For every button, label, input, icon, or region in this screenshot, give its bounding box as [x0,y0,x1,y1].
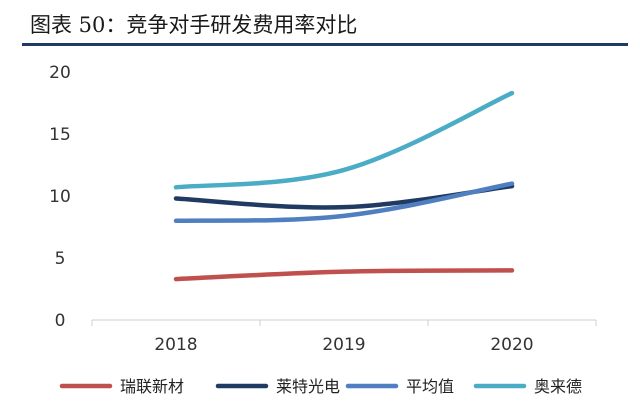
legend-item: 莱特光电 [215,377,340,396]
y-tick-label: 20 [49,63,71,83]
series-line-奥来德 [173,90,515,190]
legend-label: 奥来德 [534,377,582,396]
legend-label: 瑞联新材 [120,377,184,396]
axes: 0 5 10 15 20 2018 2019 2020 [49,63,597,355]
y-tick-label: 0 [55,311,66,331]
title-underline [22,43,628,46]
x-tick-label: 2018 [154,335,197,355]
chart-title: 图表 50：竞争对手研发费用率对比 [30,13,358,37]
legend-item: 瑞联新材 [59,377,184,396]
y-tick-label: 5 [55,249,66,269]
legend-label: 平均值 [406,377,454,396]
x-tick-label: 2020 [490,335,533,355]
y-tick-label: 15 [49,125,71,145]
legend: 瑞联新材 莱特光电 平均值 奥来德 [59,377,582,396]
legend-label: 莱特光电 [276,377,340,396]
legend-item: 平均值 [345,377,454,396]
series-layer [173,90,515,282]
legend-item: 奥来德 [473,377,582,396]
chart-header: 图表 50：竞争对手研发费用率对比 [0,0,640,46]
y-tick-label: 10 [49,187,71,207]
x-tick-label: 2019 [322,335,365,355]
